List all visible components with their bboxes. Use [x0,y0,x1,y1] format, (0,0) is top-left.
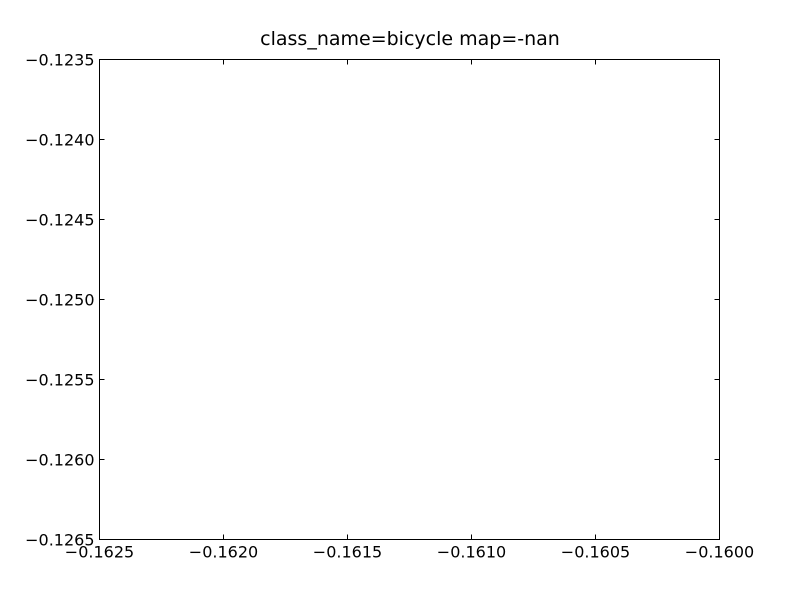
y-tick-label: −0.1260 [25,451,94,470]
y-axis-ticks: −0.1235 −0.1240 −0.1245 −0.1250 −0.1255 −0.12… [25,51,720,550]
plot-area-frame [99,59,720,540]
y-tick-label: −0.1240 [25,131,94,150]
x-tick-label: −0.1615 [313,543,382,562]
x-axis-ticks: −0.1625 −0.1620 −0.1615 −0.1610 −0.1605 −0.16… [65,59,754,562]
x-tick-label: −0.1600 [685,543,754,562]
y-tick-label: −0.1235 [25,51,94,70]
y-tick-label: −0.1255 [25,371,94,390]
x-tick-label: −0.1625 [65,543,134,562]
x-tick-label: −0.1605 [561,543,630,562]
y-tick-label: −0.1250 [25,291,94,310]
x-tick-label: −0.1610 [437,543,506,562]
y-tick-label: −0.1265 [25,531,94,550]
x-tick-label: −0.1620 [189,543,258,562]
chart-title: class_name=bicycle map=-nan [260,28,560,50]
y-tick-label: −0.1245 [25,211,94,230]
